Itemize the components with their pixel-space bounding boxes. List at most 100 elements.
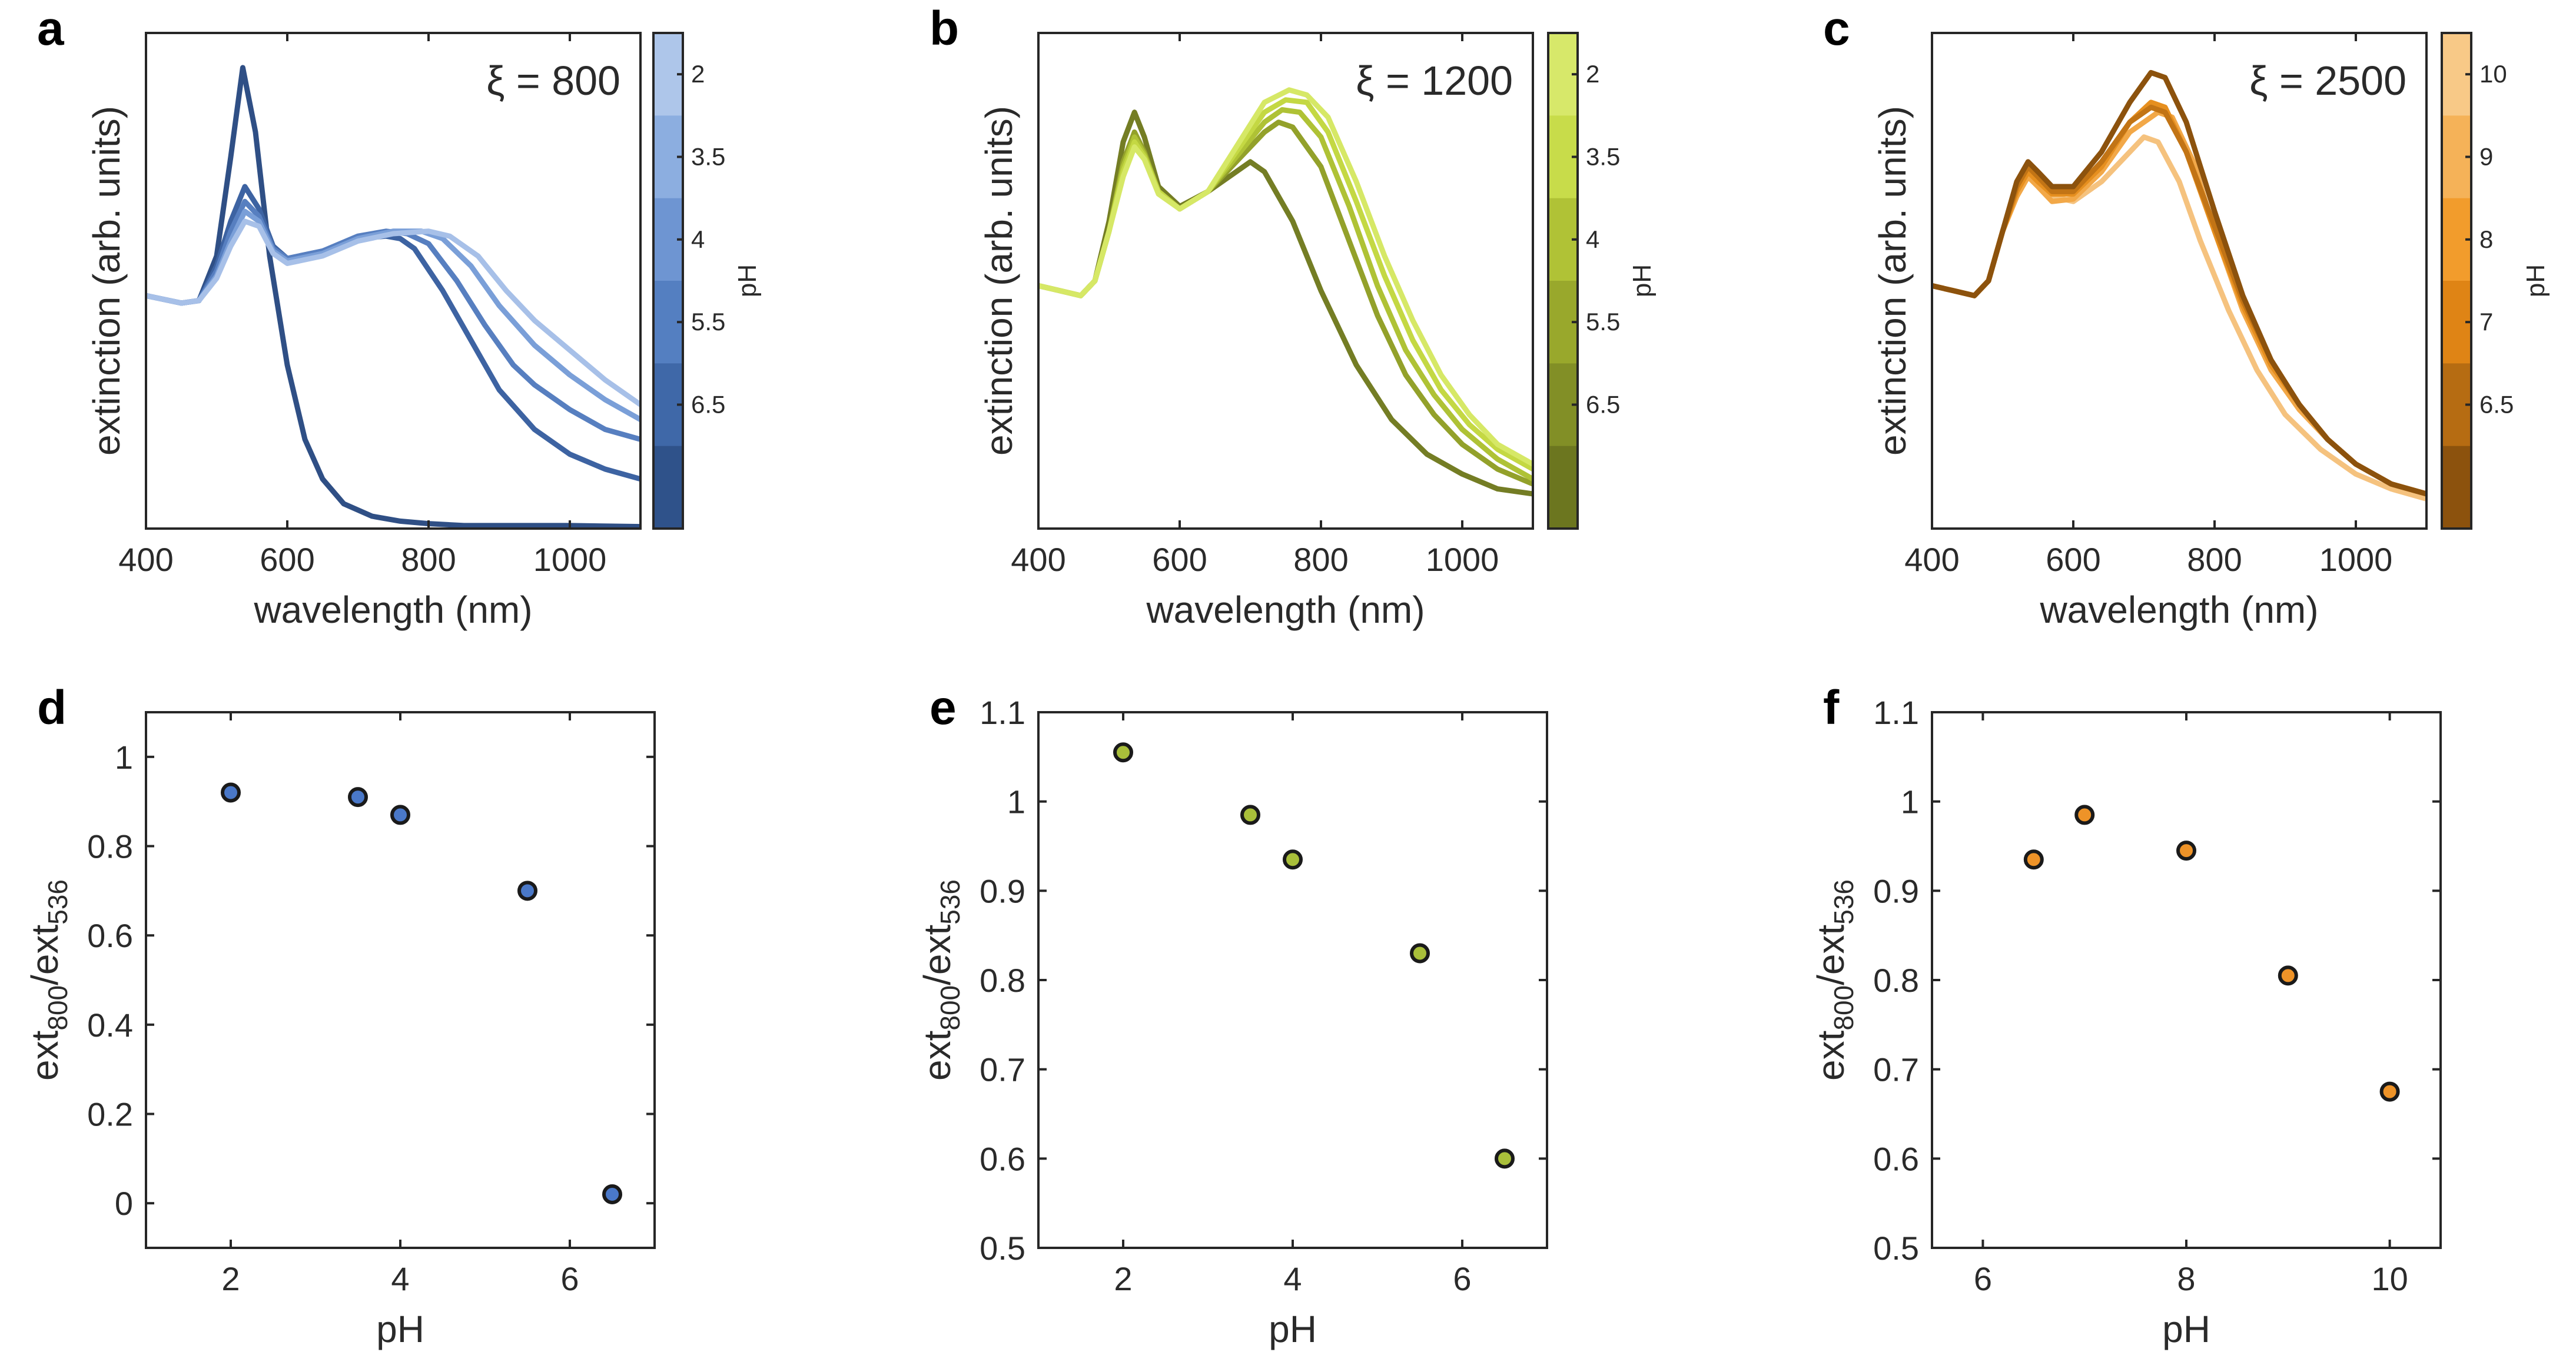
series-line-ph-6.5	[1932, 69, 2426, 497]
panel-letter-d: d	[37, 681, 67, 735]
y-axis-label: ext800/ext536	[24, 879, 73, 1081]
series-line-ph-3.5	[1038, 97, 1533, 472]
x-tick-label: 4	[1283, 1260, 1302, 1297]
colorbar-tick-label: 8	[2479, 225, 2493, 253]
x-tick-label: 400	[1011, 541, 1065, 578]
x-tick-label: 600	[260, 541, 314, 578]
y-axis-label: extinction (arb. units)	[978, 106, 1020, 456]
colorbar-tick-label: 9	[2479, 143, 2493, 171]
xi-annotation: ξ = 1200	[1356, 58, 1513, 104]
y-tick-label: 0.6	[1873, 1140, 1919, 1177]
y-tick-label: 0.7	[1873, 1051, 1919, 1088]
y-tick-label: 0	[115, 1185, 133, 1222]
plot-area-e	[1113, 742, 1515, 1169]
series-line-ph-6.5	[1038, 109, 1533, 497]
colorbar-b: 2 3.5 4 5.5 6.5 pH	[1547, 32, 1657, 530]
y-tick-label: 0.4	[87, 1007, 133, 1044]
data-point	[1495, 1148, 1515, 1169]
xi-annotation: ξ = 800	[486, 58, 620, 104]
data-point	[221, 782, 241, 803]
x-tick-label: 600	[1152, 541, 1207, 578]
y-label-sub-536: 536	[935, 879, 965, 925]
y-tick-label: 1.1	[980, 694, 1025, 731]
colorbar-tick-label: 6.5	[2479, 391, 2514, 419]
colorbar-tick-label: 5.5	[691, 308, 725, 336]
data-point	[1240, 805, 1260, 825]
plot-area-a	[146, 65, 640, 529]
y-tick-label: 0.2	[87, 1096, 133, 1133]
data-point	[1113, 742, 1133, 763]
panel-letter-f: f	[1823, 681, 1840, 735]
y-tick-label: 0.9	[980, 872, 1025, 909]
y-axis-label: extinction (arb. units)	[85, 106, 128, 456]
y-tick-label: 0.5	[1873, 1230, 1919, 1267]
colorbar-title: pH	[2521, 264, 2550, 297]
data-point	[2176, 841, 2196, 861]
series-line-ph-9	[1932, 109, 2426, 497]
x-tick-label: 400	[1904, 541, 1959, 578]
colorbar-tick-label: 5.5	[1586, 308, 1620, 336]
data-point	[2278, 965, 2298, 986]
panel-f-ratio-scatter: f 6 8 10 0.5 0.6 0.7 0.8 0.9 1 1.1 pH ext800/ext536	[1810, 681, 2442, 1350]
y-tick-label: 0.8	[1873, 962, 1919, 999]
colorbar-tick-label: 4	[1586, 225, 1599, 253]
x-tick-label: 800	[401, 541, 456, 578]
data-point	[2023, 849, 2044, 870]
axes-frame-e	[1037, 711, 1548, 1249]
colorbar-tick-label: 2	[691, 60, 705, 88]
x-tick-label: 6	[1974, 1260, 1992, 1297]
y-tick-label: 1	[1007, 783, 1025, 821]
x-tick-label: 6	[560, 1260, 579, 1297]
y-label-slash-ext: /ext	[916, 925, 958, 985]
y-tick-label: 1.1	[1873, 694, 1919, 731]
x-tick-label: 2	[221, 1260, 240, 1297]
series-line-ph-2	[146, 218, 640, 407]
y-label-sub-800: 800	[935, 985, 965, 1031]
colorbar-a: 2 3.5 4 5.5 6.5 pH	[652, 32, 762, 530]
colorbar-tick-label: 6.5	[691, 391, 725, 419]
colorbar-tick-label: 4	[691, 225, 705, 253]
data-point	[2074, 805, 2095, 825]
plot-area-b	[1038, 87, 1533, 497]
y-label-ext: ext	[24, 1030, 66, 1081]
x-tick-label: 800	[1293, 541, 1348, 578]
y-label-sub-800: 800	[42, 985, 73, 1031]
panel-letter-e: e	[930, 681, 957, 735]
x-axis-label: wavelength (nm)	[1146, 589, 1425, 631]
colorbar-c: 10 9 8 7 6.5 pH	[2441, 32, 2550, 530]
x-tick-label: 4	[391, 1260, 409, 1297]
series-line-ph-10	[1932, 134, 2426, 502]
colorbar-tick-label: 2	[1586, 60, 1599, 88]
xi-annotation: ξ = 2500	[2249, 58, 2406, 104]
series-line-ph-8	[1932, 99, 2426, 497]
y-label-ext: ext	[916, 1030, 958, 1081]
series-line-ph-5.5	[1038, 119, 1533, 487]
colorbar-tick-label: 10	[2479, 60, 2507, 88]
panel-letter-b: b	[930, 2, 959, 55]
colorbar-frame	[2441, 32, 2472, 530]
data-point	[602, 1184, 622, 1204]
panel-letter-c: c	[1823, 2, 1850, 55]
series-line-ph-4	[1038, 107, 1533, 482]
x-axis-label: pH	[2162, 1308, 2210, 1350]
x-axis-label: wavelength (nm)	[2039, 589, 2318, 631]
y-axis-label: ext800/ext536	[1810, 879, 1859, 1081]
colorbar-frame	[1547, 32, 1579, 530]
colorbar-frame	[652, 32, 684, 530]
data-point	[1410, 943, 1430, 964]
y-label-sub-800: 800	[1828, 985, 1859, 1031]
colorbar-swatch	[653, 446, 683, 529]
plot-area-c	[1932, 69, 2426, 502]
x-axis-label: wavelength (nm)	[253, 589, 532, 631]
panel-letter-a: a	[37, 2, 65, 55]
data-point	[517, 881, 537, 901]
x-tick-label: 10	[2371, 1260, 2408, 1297]
x-tick-label: 800	[2187, 541, 2242, 578]
colorbar-tick-label: 3.5	[691, 143, 725, 171]
x-tick-label: 1000	[533, 541, 607, 578]
colorbar-title: pH	[733, 264, 762, 297]
y-tick-label: 0.7	[980, 1051, 1025, 1088]
plot-area-f	[2023, 805, 2400, 1102]
